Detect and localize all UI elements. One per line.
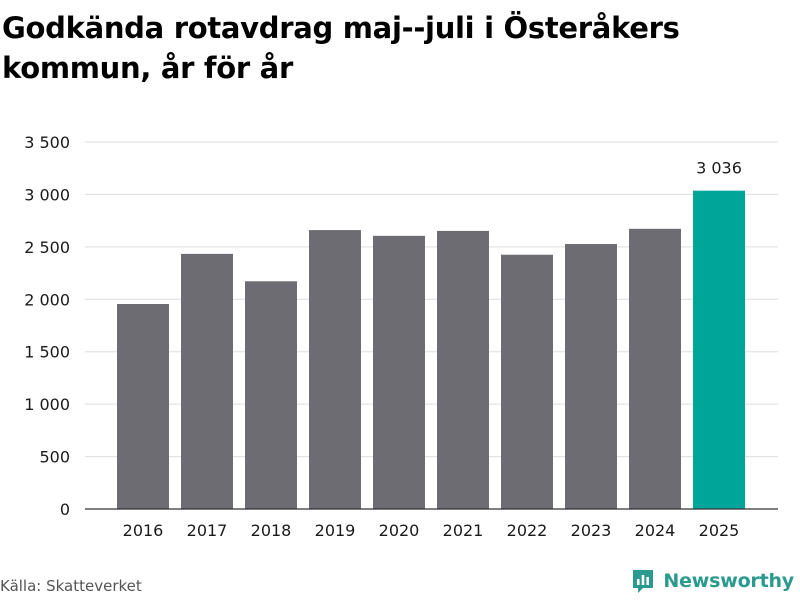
source-note: Källa: Skatteverket bbox=[0, 577, 142, 595]
x-tick-label: 2024 bbox=[635, 521, 676, 540]
bars bbox=[117, 190, 745, 509]
bar-2020 bbox=[373, 235, 425, 509]
data-label: 3 036 bbox=[696, 159, 742, 178]
x-tick-label: 2022 bbox=[507, 521, 548, 540]
x-tick-label: 2017 bbox=[187, 521, 228, 540]
bar-2018 bbox=[245, 281, 297, 509]
x-tick-label: 2020 bbox=[379, 521, 420, 540]
bar-2025 bbox=[693, 190, 745, 509]
y-axis-tick-labels: 0 500 1 000 1 500 2 000 2 500 3 000 3 500 bbox=[24, 133, 70, 519]
bar-2016 bbox=[117, 304, 169, 509]
brand-logo: Newsworthy bbox=[631, 568, 794, 594]
x-tick-label: 2025 bbox=[699, 521, 740, 540]
y-tick-label: 1 500 bbox=[24, 343, 70, 362]
bar-2017 bbox=[181, 253, 233, 509]
y-tick-label: 1 000 bbox=[24, 395, 70, 414]
bar-2021 bbox=[437, 230, 489, 509]
y-tick-label: 2 000 bbox=[24, 290, 70, 309]
x-tick-label: 2016 bbox=[123, 521, 164, 540]
x-tick-label: 2018 bbox=[251, 521, 292, 540]
x-tick-label: 2019 bbox=[315, 521, 356, 540]
x-axis-tick-labels: 2016 2017 2018 2019 2020 2021 2022 2023 2024 2025 bbox=[123, 521, 740, 540]
bar-2019 bbox=[309, 230, 361, 509]
brand-name: Newsworthy bbox=[663, 570, 794, 592]
bar-2023 bbox=[565, 244, 617, 509]
data-labels: 3 036 bbox=[696, 159, 742, 178]
bar-2024 bbox=[629, 228, 681, 509]
newsworthy-logo-icon bbox=[633, 570, 654, 593]
x-tick-label: 2023 bbox=[571, 521, 612, 540]
y-tick-label: 3 500 bbox=[24, 133, 70, 152]
chart-title: Godkända rotavdrag maj--juli i Österåker… bbox=[2, 11, 680, 85]
y-tick-label: 3 000 bbox=[24, 185, 70, 204]
bar-2022 bbox=[501, 254, 553, 509]
y-tick-label: 500 bbox=[39, 448, 70, 467]
x-tick-label: 2021 bbox=[443, 521, 484, 540]
y-tick-label: 2 500 bbox=[24, 238, 70, 257]
y-tick-label: 0 bbox=[60, 500, 70, 519]
